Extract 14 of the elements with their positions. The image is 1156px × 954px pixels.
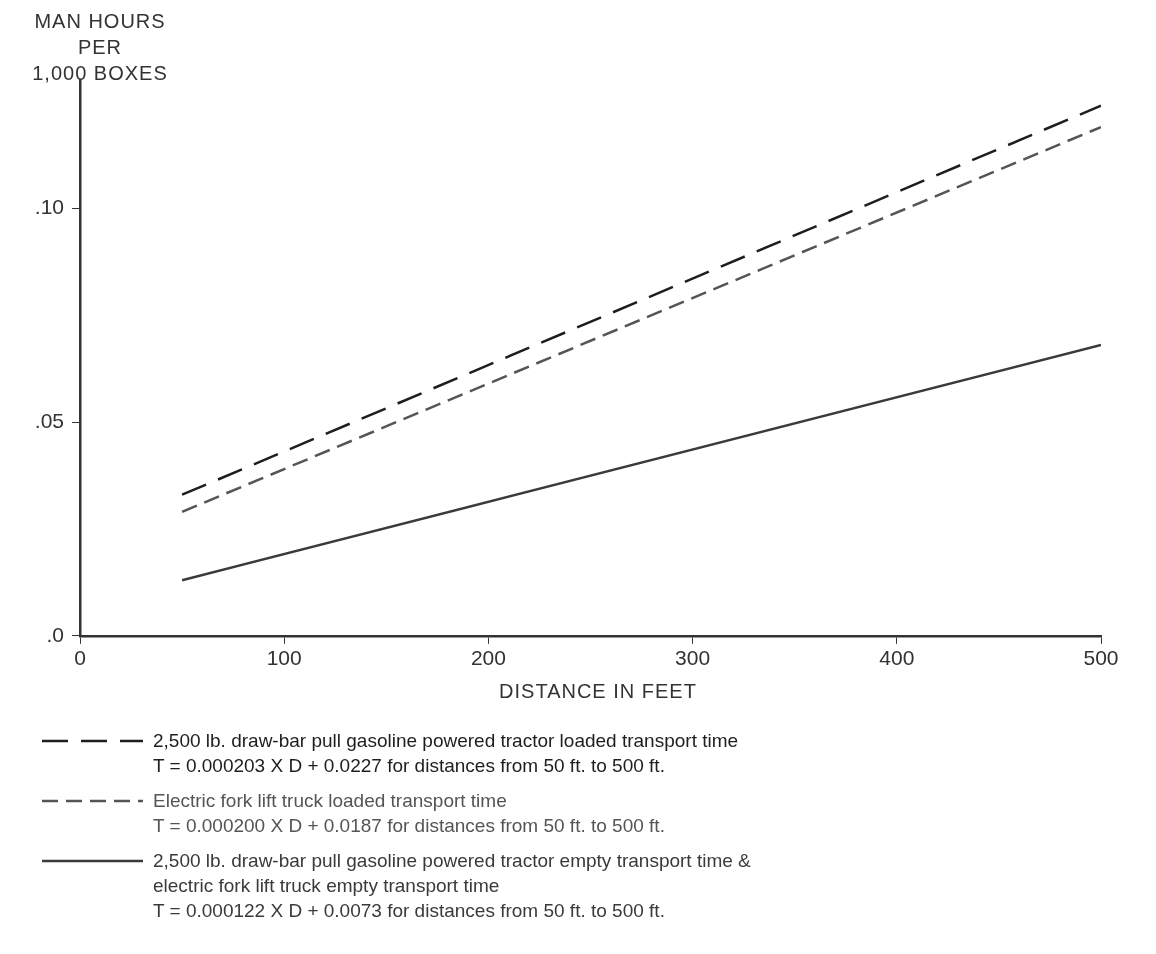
x-tick-label: 400: [879, 646, 915, 670]
y-tick-label: .05: [34, 408, 64, 432]
x-tick-label: 500: [1083, 646, 1119, 670]
text: 2,500 lb. draw-bar pull gasoline powered tractor empty transport time & electric fork lift truck empty transport time T = 0.000122 X D + 0.0073 for distances from 50 ft. to 500 ft.: [153, 849, 751, 923]
y-tick-label: .10: [34, 195, 64, 219]
text: 2,500 lb. draw-bar pull gasoline powered tractor loaded transport time T = 0.000203 X D + 0.0227 for distances from 50 ft. to 500 ft.: [153, 729, 739, 778]
text: Electric fork lift truck loaded transport time T = 0.000200 X D + 0.0187 for distances from 50 ft. to 500 ft.: [153, 789, 665, 838]
x-tick-label: 0: [74, 646, 86, 670]
x-tick-label: 100: [266, 646, 302, 670]
x-tick-label: 300: [675, 646, 711, 670]
x-tick-label: 200: [470, 646, 506, 670]
x-axis-title: DISTANCE IN FEET: [498, 680, 698, 703]
y-tick-label: .0: [46, 622, 64, 646]
y-axis-title: MAN HOURS PER 1,000 BOXES: [31, 9, 169, 86]
